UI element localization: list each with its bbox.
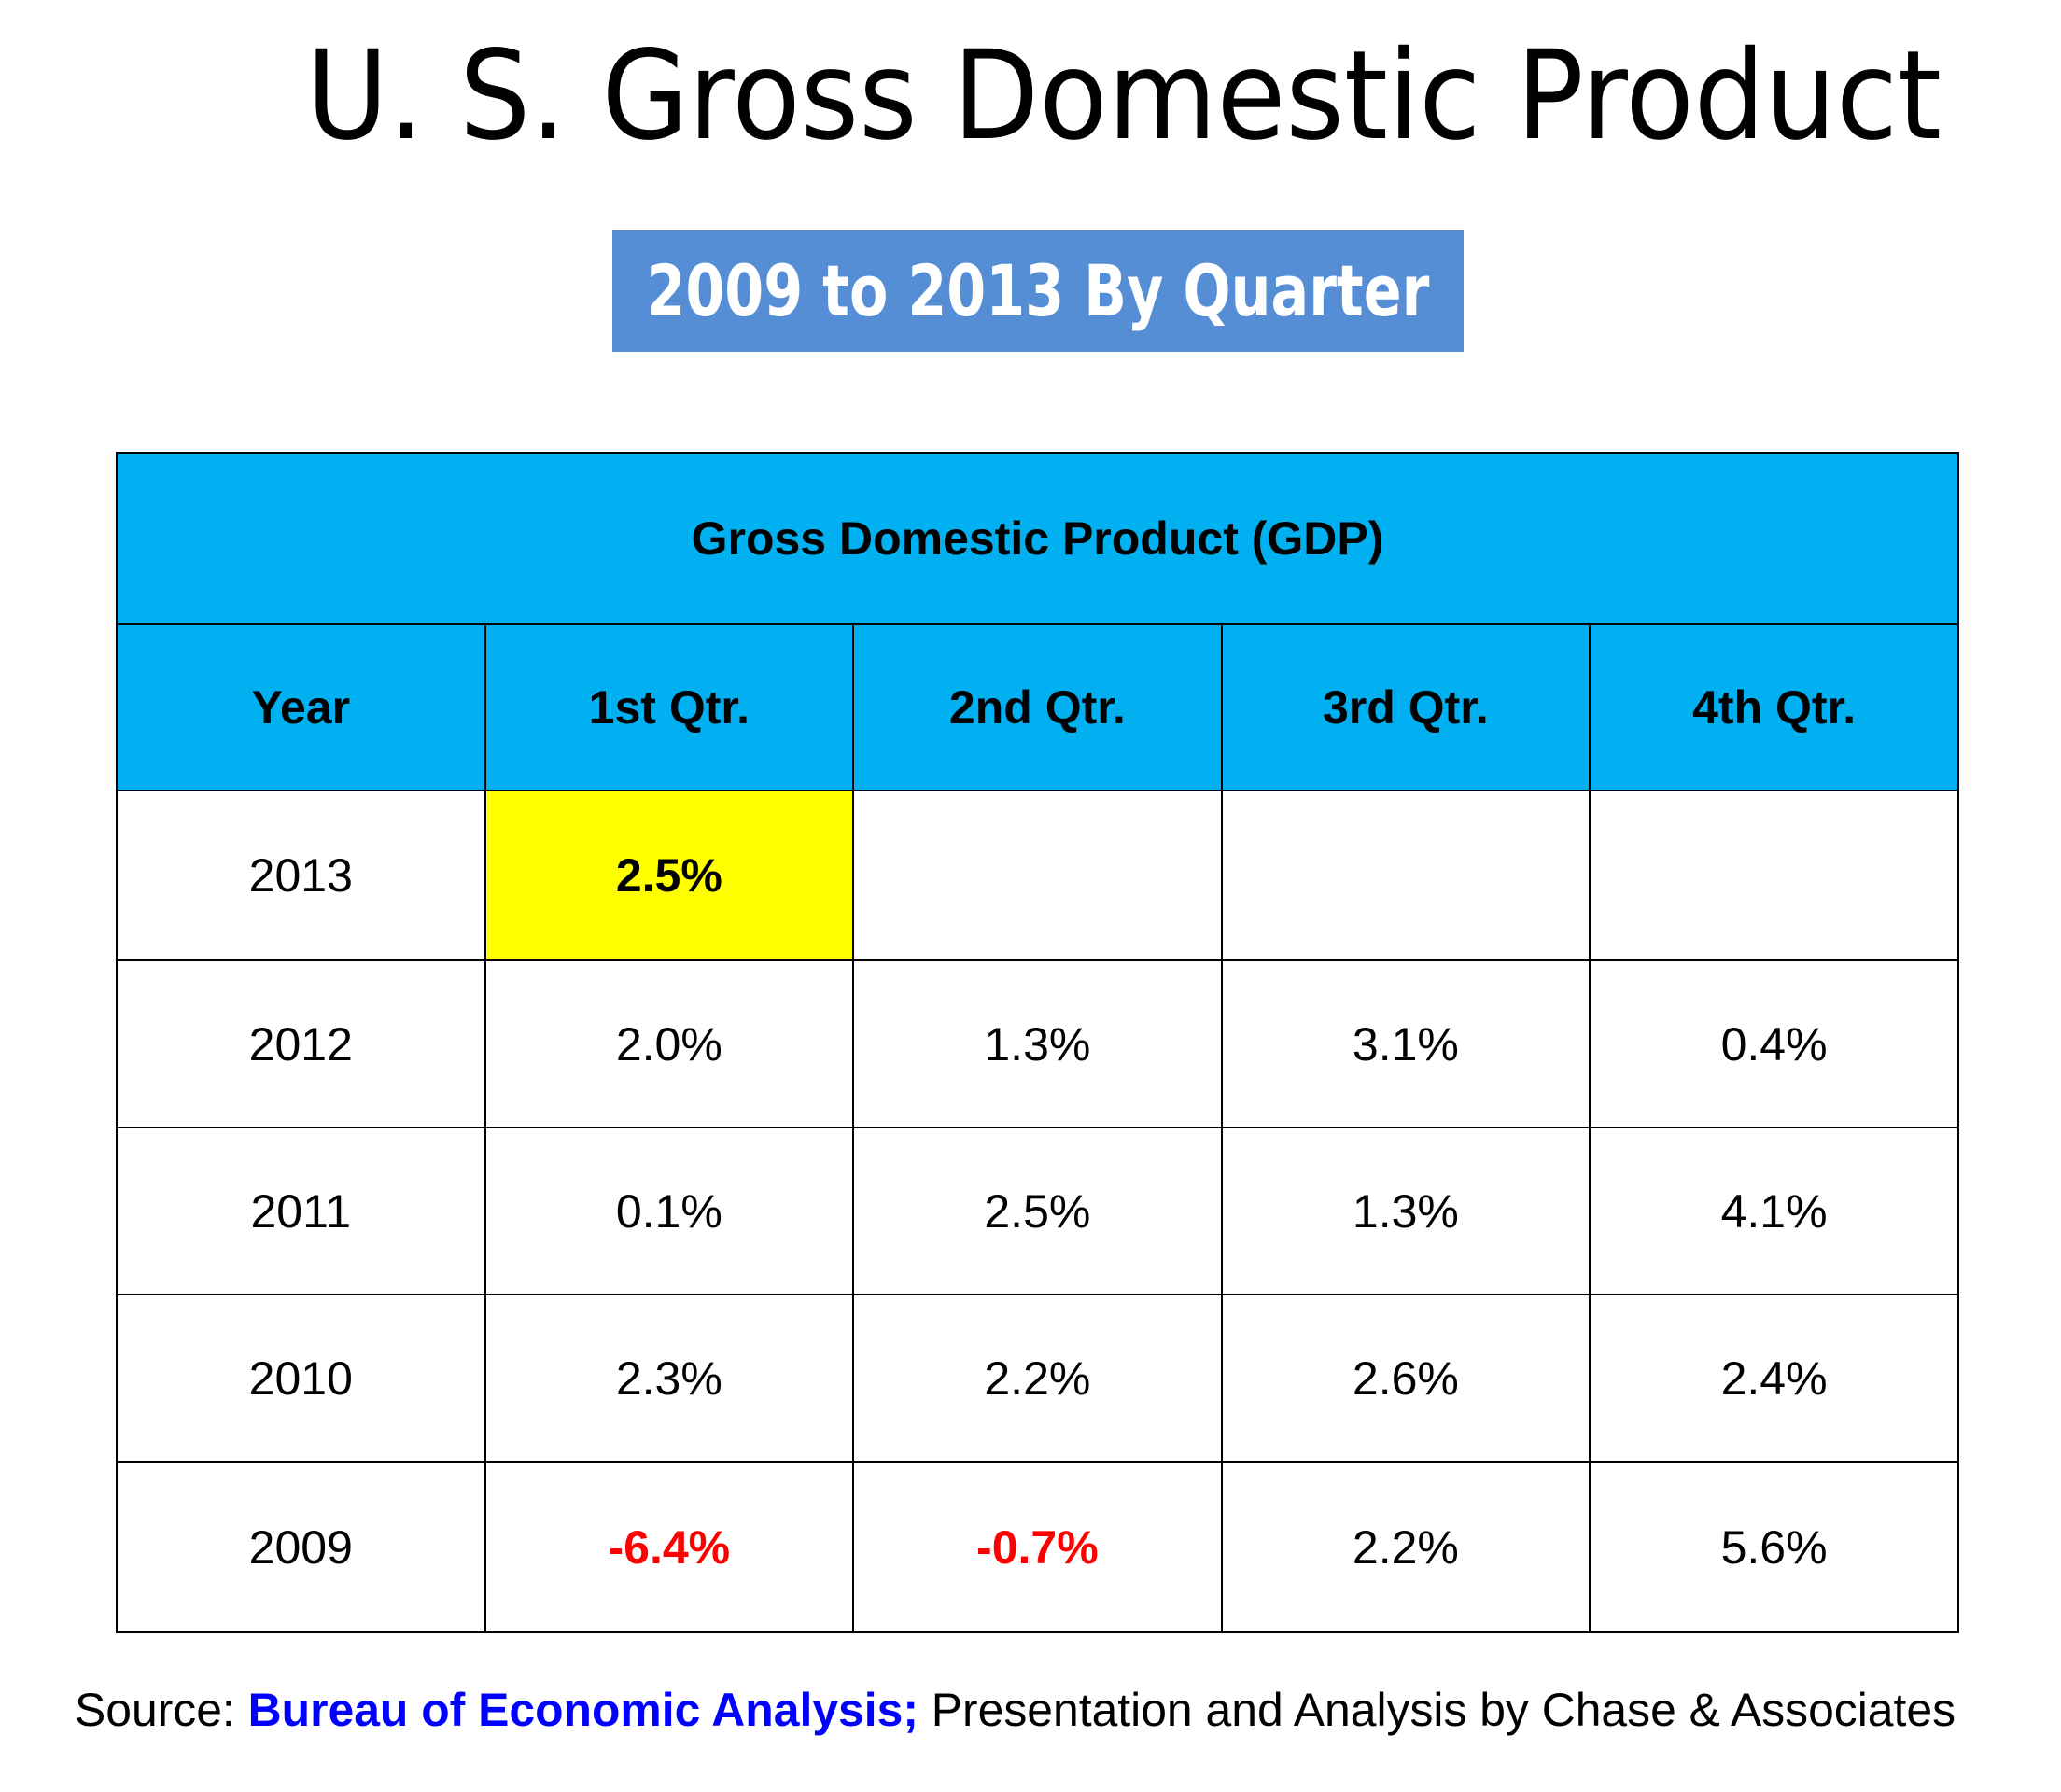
table-row: 2013 2.5% xyxy=(116,790,1959,961)
source-footer: Source: Bureau of Economic Analysis; Pre… xyxy=(75,1680,1956,1740)
column-header-q4: 4th Qtr. xyxy=(1589,623,1959,791)
value-cell: 2.6% xyxy=(1220,1294,1591,1463)
source-credit: Presentation and Analysis by Chase & Ass… xyxy=(918,1684,1956,1736)
value-cell: 1.3% xyxy=(1220,1127,1591,1295)
column-header-year: Year xyxy=(116,623,486,791)
year-cell: 2013 xyxy=(116,790,486,961)
negative-value-cell: -6.4% xyxy=(484,1461,855,1633)
value-cell: 4.1% xyxy=(1589,1127,1959,1295)
table-row: 2010 2.3% 2.2% 2.6% 2.4% xyxy=(116,1294,1959,1463)
value-cell: 5.6% xyxy=(1589,1461,1959,1633)
value-cell: 2.2% xyxy=(1220,1461,1591,1633)
subtitle-banner: 2009 to 2013 By Quarter xyxy=(612,230,1464,352)
column-header-q3: 3rd Qtr. xyxy=(1220,623,1591,791)
table-row: 2011 0.1% 2.5% 1.3% 4.1% xyxy=(116,1127,1959,1295)
source-link[interactable]: Bureau of Economic Analysis; xyxy=(247,1684,918,1736)
value-cell xyxy=(1220,790,1591,961)
value-cell: 2.5% xyxy=(852,1127,1223,1295)
table-row: 2009 -6.4% -0.7% 2.2% 5.6% xyxy=(116,1461,1959,1633)
year-cell: 2010 xyxy=(116,1294,486,1463)
column-header-q1: 1st Qtr. xyxy=(484,623,855,791)
column-header-q2: 2nd Qtr. xyxy=(852,623,1223,791)
value-cell: 2.3% xyxy=(484,1294,855,1463)
year-cell: 2009 xyxy=(116,1461,486,1633)
value-cell: 2.4% xyxy=(1589,1294,1959,1463)
gdp-table: Gross Domestic Product (GDP) Year 1st Qt… xyxy=(116,452,1959,1633)
value-cell xyxy=(1589,790,1959,961)
page-title-text: U. S. Gross Domestic Product xyxy=(306,24,1942,168)
value-cell: 0.4% xyxy=(1589,959,1959,1128)
negative-value-cell: -0.7% xyxy=(852,1461,1223,1633)
year-cell: 2012 xyxy=(116,959,486,1128)
page-title: U. S. Gross Domestic Product xyxy=(306,26,1942,166)
table-row: 2012 2.0% 1.3% 3.1% 0.4% xyxy=(116,959,1959,1128)
table-caption-row: Gross Domestic Product (GDP) xyxy=(116,452,1959,625)
table-header-row: Year 1st Qtr. 2nd Qtr. 3rd Qtr. 4th Qtr. xyxy=(116,623,1959,791)
value-cell: 3.1% xyxy=(1220,959,1591,1128)
highlighted-value-cell: 2.5% xyxy=(484,790,855,961)
source-prefix: Source: xyxy=(75,1684,248,1736)
value-cell xyxy=(852,790,1223,961)
value-cell: 2.0% xyxy=(484,959,855,1128)
year-cell: 2011 xyxy=(116,1127,486,1295)
source-line: Source: Bureau of Economic Analysis; Pre… xyxy=(75,1680,1956,1740)
value-cell: 1.3% xyxy=(852,959,1223,1128)
value-cell: 0.1% xyxy=(484,1127,855,1295)
value-cell: 2.2% xyxy=(852,1294,1223,1463)
subtitle-text: 2009 to 2013 By Quarter xyxy=(646,249,1430,332)
table-caption: Gross Domestic Product (GDP) xyxy=(116,452,1959,625)
